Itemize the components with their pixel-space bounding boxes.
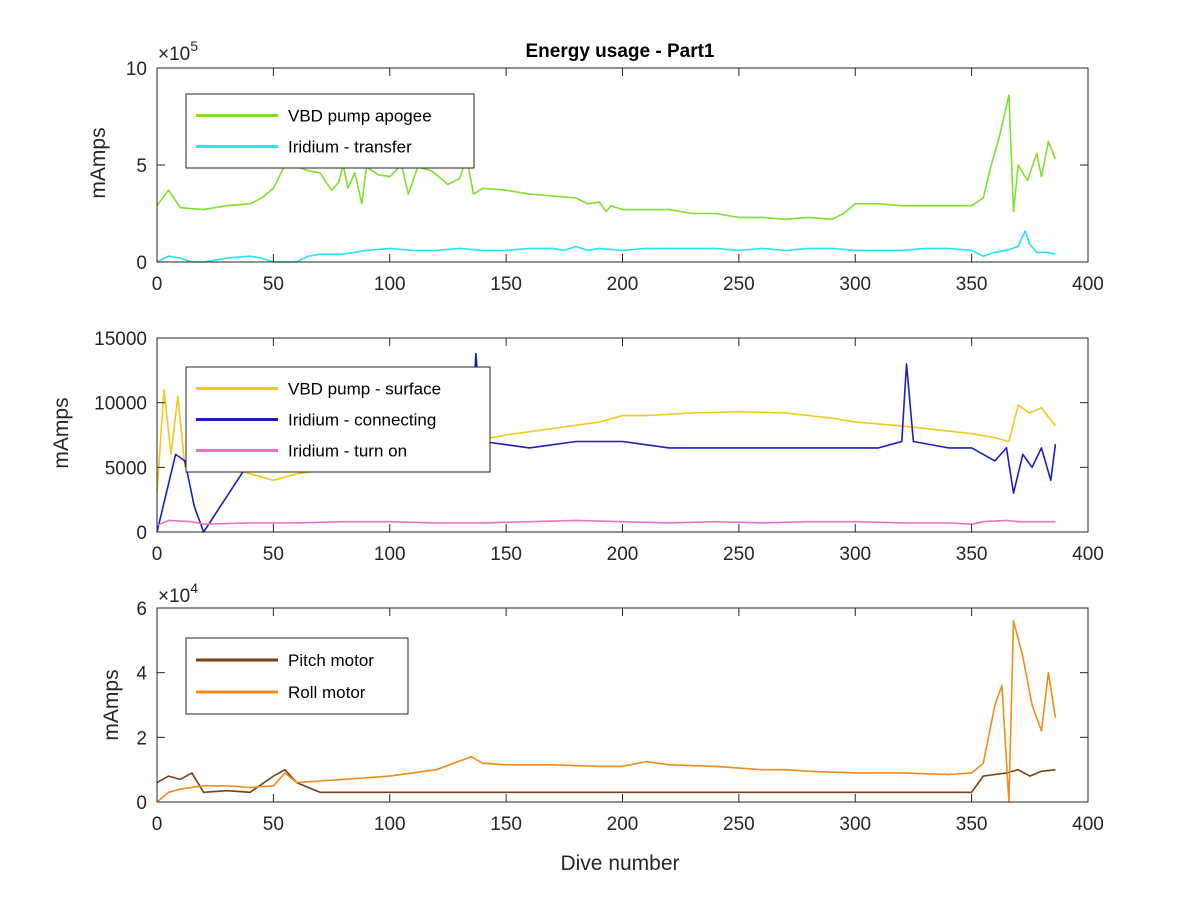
x-tick-label: 0 [152, 814, 163, 835]
y-axis-label-panel3: mAmps [100, 669, 123, 740]
y-tick-label: 6 [136, 599, 147, 620]
x-tick-label: 250 [723, 544, 755, 565]
x-tick-label: 350 [956, 814, 988, 835]
x-tick-label: 400 [1072, 274, 1104, 295]
x-tick-label: 50 [263, 544, 284, 565]
y-scale-factor-panel3: ×104 [158, 580, 198, 607]
y-tick-label: 5000 [105, 458, 147, 479]
x-tick-label: 0 [152, 544, 163, 565]
x-tick-label: 350 [956, 544, 988, 565]
series-line-3 [156, 519, 1056, 527]
x-tick-label: 200 [607, 814, 639, 835]
legend-label: Iridium - transfer [288, 138, 412, 157]
panel-surface-iridium: 0 50 100 150 200 250 300 350 400 0 5000 10000 15000 V… [94, 329, 1104, 565]
y-tick-label: 15000 [94, 329, 147, 350]
x-tick-label: 300 [839, 544, 871, 565]
x-tick-label: 200 [607, 274, 639, 295]
legend-label: Iridium - turn on [288, 442, 407, 461]
y-tick-label: 0 [136, 253, 147, 274]
y-scale-multiplier-panel3: ×10 [158, 586, 190, 607]
y-tick-label: 10000 [94, 394, 147, 415]
x-tick-label: 400 [1072, 544, 1104, 565]
x-tick-label: 250 [723, 814, 755, 835]
x-tick-label: 300 [839, 814, 871, 835]
x-axis-label: Dive number [560, 852, 679, 875]
panel-energy-part1: 0 50 100 150 200 250 300 350 400 0 5 10 VBD pump apo… [126, 59, 1104, 295]
x-tick-label: 350 [956, 274, 988, 295]
x-tick-label: 250 [723, 274, 755, 295]
x-tick-label: 0 [152, 274, 163, 295]
x-tick-label: 50 [263, 274, 284, 295]
x-tick-label: 100 [374, 544, 406, 565]
x-tick-label: 150 [490, 814, 522, 835]
series-line-2 [156, 620, 1057, 803]
legend-box [185, 93, 475, 169]
y-tick-label: 2 [136, 728, 147, 749]
x-tick-label: 200 [607, 544, 639, 565]
panel-motors: 0 50 100 150 200 250 300 350 400 0 2 4 6 Pitch motor R… [136, 599, 1103, 835]
y-tick-label: 10 [126, 59, 147, 80]
legend-box [185, 637, 409, 715]
x-tick-label: 100 [374, 274, 406, 295]
figure-title: Energy usage - Part1 [525, 41, 714, 62]
y-axis-label-panel1: mAmps [87, 127, 110, 198]
y-axis-label-panel2: mAmps [50, 397, 73, 468]
x-tick-label: 400 [1072, 814, 1104, 835]
legend-label: VBD pump apogee [288, 107, 432, 126]
y-scale-exponent-panel3: 4 [190, 580, 198, 596]
y-scale-exponent-panel1: 5 [190, 38, 198, 54]
legend-label: Iridium - connecting [288, 411, 436, 430]
legend-label: VBD pump - surface [288, 380, 441, 399]
y-scale-factor-panel1: ×105 [158, 38, 198, 65]
legend-label: Pitch motor [288, 651, 374, 670]
y-tick-label: 0 [136, 523, 147, 544]
series-line-1 [156, 768, 1056, 794]
x-tick-label: 50 [263, 814, 284, 835]
x-tick-label: 100 [374, 814, 406, 835]
series-line-1 [156, 94, 1057, 221]
legend-label: Roll motor [288, 683, 366, 702]
x-tick-label: 150 [490, 274, 522, 295]
y-tick-label: 0 [136, 793, 147, 814]
y-scale-multiplier-panel1: ×10 [158, 44, 190, 65]
x-tick-label: 150 [490, 544, 522, 565]
y-tick-label: 4 [136, 664, 147, 685]
x-tick-label: 300 [839, 274, 871, 295]
y-tick-label: 5 [136, 156, 147, 177]
